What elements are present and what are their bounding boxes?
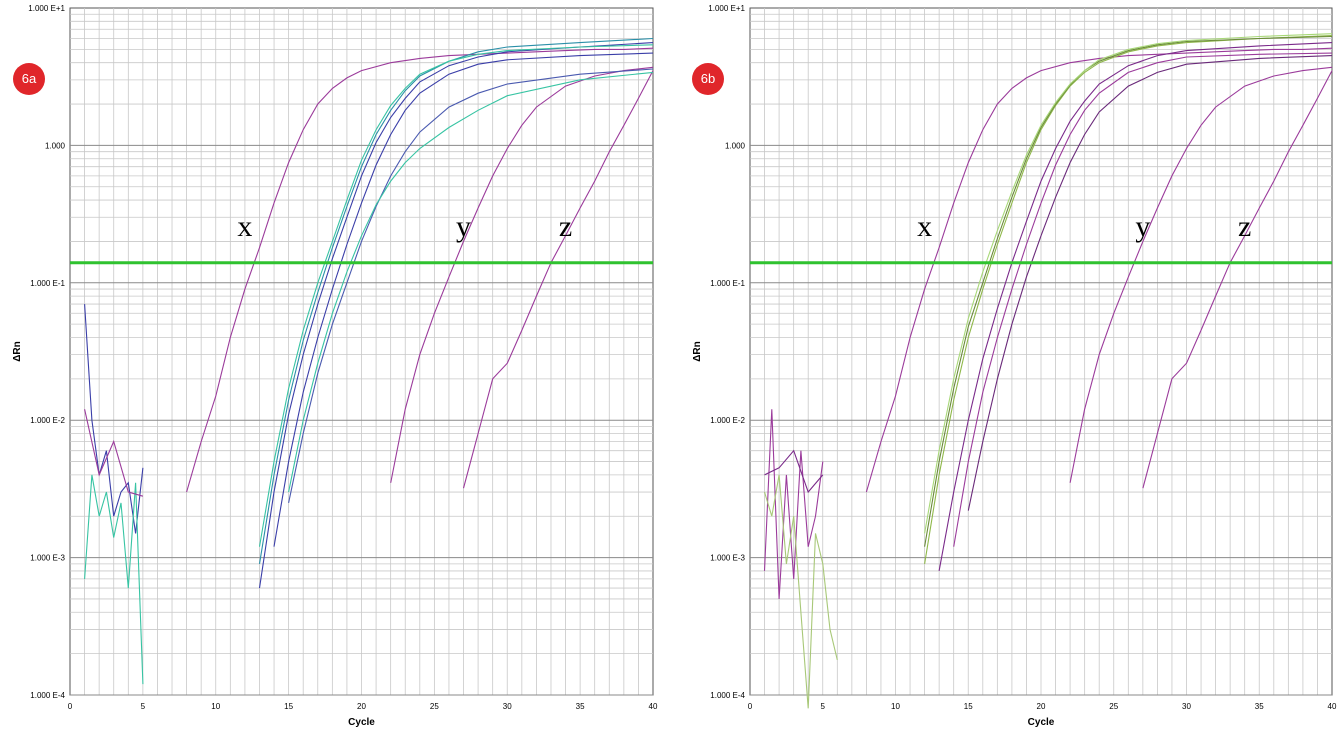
y-tick-label: 1.000 <box>45 141 66 150</box>
x-axis-label: Cycle <box>1028 717 1055 728</box>
chart-panel-6a: 1.000 E-4 1.000 E-3 1.000 E-2 1.000 E-1 1.00… <box>12 4 658 728</box>
chart-panel-6b: 1.000 E-4 1.000 E-3 1.000 E-2 1.000 E-1 1.00… <box>680 0 1340 734</box>
amplification-curve-1 <box>186 47 654 493</box>
amplification-curve-9 <box>288 71 654 493</box>
y-tick-label: 1.000 <box>725 141 746 150</box>
amplification-curve-5 <box>924 35 1333 547</box>
amplification-curve-6 <box>258 44 654 547</box>
amplification-curve-10 <box>763 409 824 600</box>
amplification-curve-2 <box>1069 66 1333 483</box>
y-tick-label: 1.000 E-1 <box>710 279 745 288</box>
x-tick-label: 15 <box>964 702 973 711</box>
x-tick-label: 5 <box>821 702 826 711</box>
annotation-y: y <box>456 210 471 243</box>
x-tick-label: 20 <box>357 702 366 711</box>
x-tick-label: 5 <box>141 702 146 711</box>
x-axis-label: Cycle <box>348 717 375 728</box>
x-tick-label: 0 <box>68 702 73 711</box>
annotation-x: x <box>237 210 252 243</box>
amplification-curve-12 <box>84 409 144 497</box>
annotation-z: z <box>559 210 572 243</box>
amplification-curve-8 <box>953 52 1333 547</box>
y-tick-label: 1.000 E-2 <box>710 416 745 425</box>
amplification-curve-9 <box>967 55 1333 511</box>
y-tick-label: 1.000 E+1 <box>708 4 745 13</box>
amplification-curve-7 <box>273 52 654 547</box>
x-tick-label: 25 <box>430 702 439 711</box>
series-group <box>84 37 654 685</box>
figure-badge: 6b <box>692 63 724 95</box>
amplification-curve-11 <box>763 474 838 709</box>
grid <box>750 8 1332 696</box>
y-tick-label: 1.000 E-3 <box>30 554 65 563</box>
chart-6b: 1.000 E-4 1.000 E-3 1.000 E-2 1.000 E-1 1.00… <box>692 4 1337 728</box>
annotation-y: y <box>1135 210 1150 243</box>
x-tick-label: 30 <box>503 702 512 711</box>
annotation-x: x <box>917 210 932 243</box>
amplification-curve-8 <box>288 68 654 504</box>
amplification-curve-11 <box>84 474 144 685</box>
amplification-curve-1 <box>865 47 1333 493</box>
x-tick-label: 25 <box>1109 702 1118 711</box>
grid <box>70 8 653 696</box>
amplification-curve-4 <box>258 42 654 589</box>
annotation-z: z <box>1238 210 1251 243</box>
amplification-curve-6 <box>924 33 1333 534</box>
series-group <box>763 33 1333 709</box>
amplification-curve-12 <box>764 449 824 494</box>
y-tick-label: 1.000 E-4 <box>30 691 65 700</box>
x-tick-label: 0 <box>748 702 753 711</box>
x-tick-label: 15 <box>284 702 293 711</box>
x-tick-label: 30 <box>1182 702 1191 711</box>
y-tick-label: 1.000 E-4 <box>710 691 745 700</box>
amplification-curve-5 <box>258 37 654 564</box>
x-tick-label: 40 <box>1328 702 1337 711</box>
amplification-curve-3 <box>1142 70 1333 489</box>
x-tick-label: 35 <box>1255 702 1264 711</box>
amplification-curve-7 <box>938 42 1333 572</box>
x-tick-label: 10 <box>891 702 900 711</box>
x-tick-label: 10 <box>211 702 220 711</box>
amplification-curve-4 <box>924 35 1333 564</box>
y-tick-label: 1.000 E-1 <box>30 279 65 288</box>
y-tick-label: 1.000 E-2 <box>30 416 65 425</box>
x-tick-label: 20 <box>1037 702 1046 711</box>
figure-badge: 6a <box>13 63 45 95</box>
x-tick-label: 35 <box>576 702 585 711</box>
y-tick-label: 1.000 E+1 <box>28 4 65 13</box>
chart-6a: 1.000 E-4 1.000 E-3 1.000 E-2 1.000 E-1 1.00… <box>12 4 658 728</box>
y-axis-label: ΔRn <box>692 341 703 362</box>
amplification-curve-3 <box>462 70 654 489</box>
x-tick-label: 40 <box>649 702 658 711</box>
y-tick-label: 1.000 E-3 <box>710 554 745 563</box>
y-axis-label: ΔRn <box>12 341 23 362</box>
